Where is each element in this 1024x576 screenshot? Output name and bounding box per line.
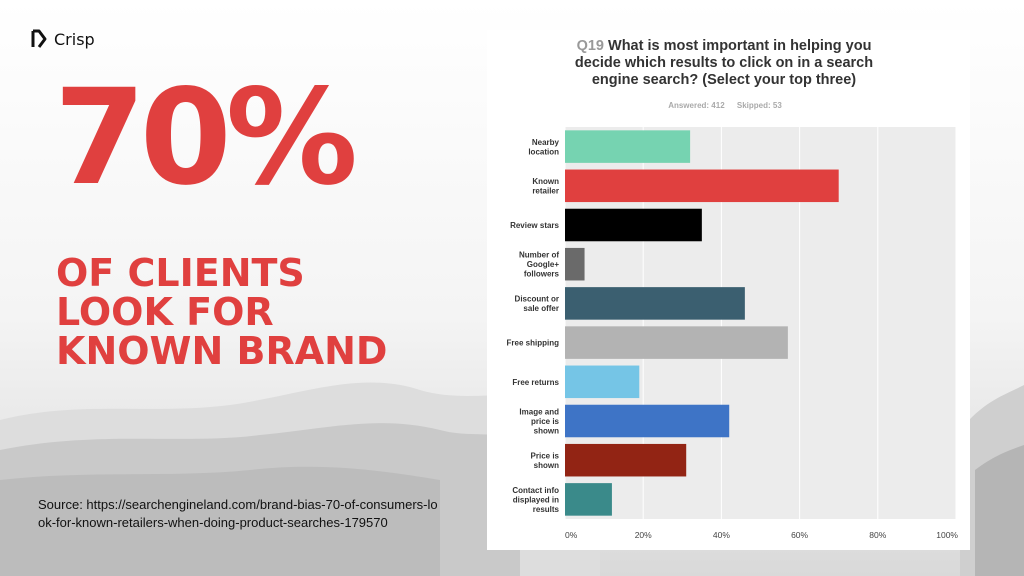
bar — [565, 483, 612, 516]
bar — [565, 247, 585, 281]
category-label: Contact info — [512, 486, 559, 495]
x-tick-label: 100% — [936, 530, 958, 540]
category-label: retailer — [532, 187, 559, 196]
category-label: location — [528, 147, 559, 156]
category-label: followers — [524, 270, 560, 279]
category-label: Known — [532, 177, 559, 186]
headline-text: OF CLIENTS LOOK FOR KNOWN BRAND — [56, 254, 476, 371]
brand-logo: Crisp — [30, 28, 95, 50]
category-label: shown — [534, 427, 559, 436]
category-label: Nearby — [532, 138, 560, 147]
category-label: Free returns — [512, 378, 559, 387]
x-tick-label: 60% — [791, 530, 808, 540]
headline-line: LOOK FOR — [56, 290, 274, 334]
bar — [565, 130, 691, 163]
category-label: displayed in — [513, 495, 559, 504]
question-text: What is most important in helping you de… — [574, 38, 874, 88]
headline-line: OF CLIENTS — [56, 251, 305, 295]
bar — [565, 326, 788, 359]
skipped-count: Skipped: 53 — [736, 101, 782, 110]
x-tick-label: 20% — [635, 530, 652, 540]
answered-count: Answered: 412 — [668, 101, 725, 110]
category-label: shown — [534, 461, 559, 470]
headline-stat: 70% — [54, 61, 358, 215]
question-title: Q19 What is most important in helping yo… — [556, 38, 892, 89]
x-tick-label: 40% — [713, 530, 730, 540]
category-label: Google+ — [527, 260, 560, 269]
bar — [565, 169, 839, 203]
bar — [565, 365, 640, 399]
bar — [565, 443, 687, 477]
category-label: Review stars — [510, 221, 559, 230]
category-label: Discount or — [515, 295, 559, 304]
crisp-logo-icon — [31, 29, 47, 48]
x-tick-label: 80% — [869, 530, 886, 540]
category-label: Price is — [531, 451, 560, 460]
bar — [565, 287, 745, 320]
category-label: Free shipping — [507, 339, 560, 348]
question-number: Q19 — [576, 38, 604, 54]
bar — [565, 404, 730, 438]
category-label: sale offer — [523, 304, 559, 313]
response-counts: Answered: 412 Skipped: 53 — [560, 101, 890, 110]
category-label: Number of — [519, 251, 559, 260]
source-citation: Source: https://searchengineland.com/bra… — [38, 497, 438, 530]
brand-name: Crisp — [54, 29, 95, 49]
bar — [565, 208, 702, 242]
x-tick-label: 0% — [565, 530, 578, 540]
headline-line: KNOWN BRAND — [56, 329, 388, 373]
category-label: Image and — [519, 408, 559, 417]
category-label: price is — [531, 417, 560, 426]
category-label: results — [533, 505, 560, 514]
